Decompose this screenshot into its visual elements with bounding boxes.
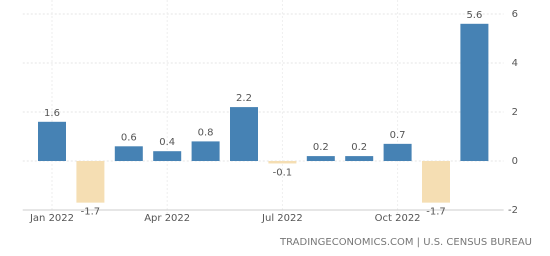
bar: [345, 156, 374, 161]
bar: [460, 23, 489, 161]
y-tick-label: 6: [512, 9, 518, 20]
bar: [230, 107, 258, 161]
x-tick-label: Jan 2022: [29, 213, 74, 224]
y-tick-label: -2: [508, 205, 518, 216]
y-tick-label: 4: [512, 58, 518, 69]
value-label: 0.7: [390, 130, 406, 141]
bar: [76, 161, 105, 203]
value-label: 1.6: [44, 108, 60, 119]
x-tick-label: Jul 2022: [261, 213, 303, 224]
bar: [268, 161, 297, 164]
value-label: 5.6: [466, 10, 482, 21]
x-tick-label: Oct 2022: [375, 213, 421, 224]
bar: [191, 141, 220, 161]
value-label: -1.7: [81, 207, 101, 218]
value-label: -1.7: [426, 207, 446, 218]
y-tick-label: 2: [512, 107, 518, 118]
value-label: 2.2: [236, 93, 252, 104]
value-label: 0.6: [121, 132, 137, 143]
bar: [422, 161, 450, 203]
source: TRADINGECONOMICS.COM | U.S. CENSUS BUREA…: [279, 237, 532, 248]
bar: [38, 121, 66, 161]
bar: [383, 143, 412, 161]
bar: [306, 156, 335, 161]
value-label: 0.8: [198, 127, 214, 138]
bar: [114, 146, 143, 161]
bar: [153, 151, 182, 161]
x-tick-label: Apr 2022: [144, 213, 190, 224]
value-label: 0.2: [313, 142, 329, 153]
value-label: 0.4: [159, 137, 175, 148]
value-label: -0.1: [273, 167, 293, 178]
value-label: 0.2: [351, 142, 367, 153]
y-tick-label: 0: [512, 156, 518, 167]
